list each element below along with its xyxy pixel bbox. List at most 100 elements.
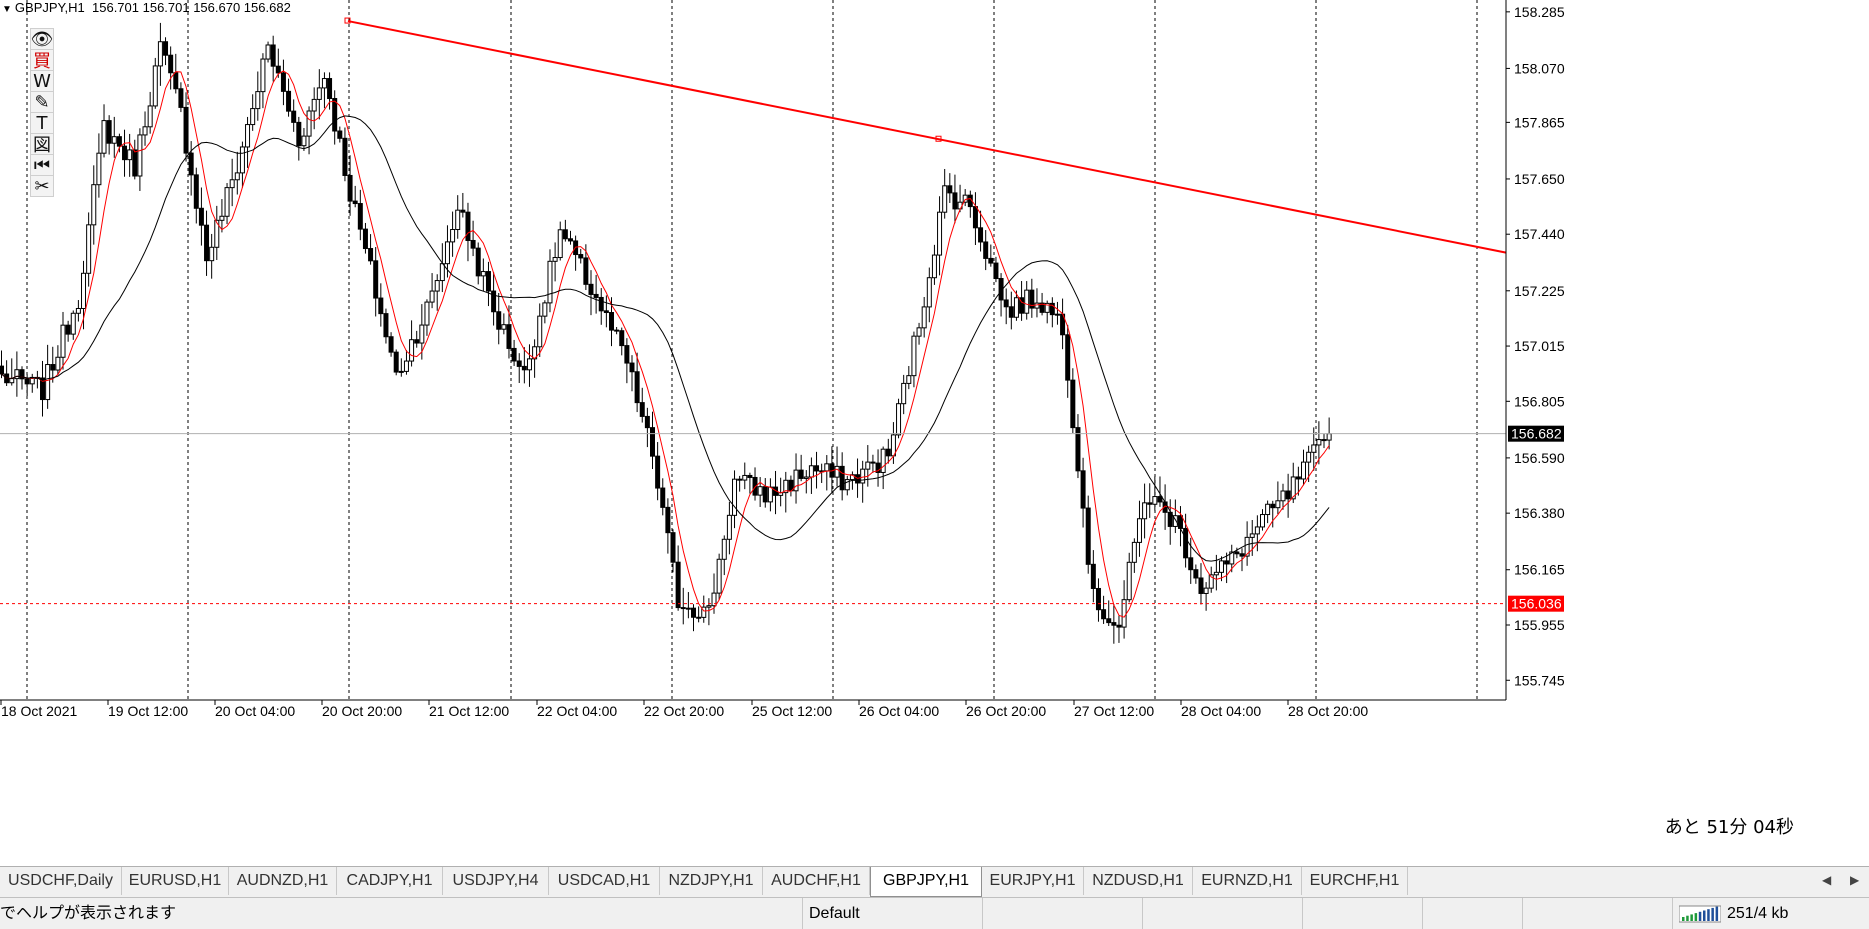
status-empty-3 — [1303, 898, 1423, 929]
candle-body — [24, 378, 30, 385]
candle-body — [0, 365, 4, 375]
candle-body — [803, 476, 809, 479]
candle-body — [19, 369, 25, 380]
candle-body — [1044, 302, 1050, 313]
candle-body — [1080, 470, 1086, 509]
current-price-tag: 156.682 — [1511, 426, 1562, 442]
rewind-icon[interactable]: ⏮ — [30, 154, 54, 176]
candle-body — [988, 257, 994, 264]
candle-body — [81, 272, 87, 309]
bar-countdown: あと 51分 04秒 — [1664, 817, 1794, 838]
candle-body — [844, 479, 850, 491]
candle-body — [557, 229, 563, 259]
candle-body — [383, 313, 389, 338]
candle-body — [1254, 526, 1260, 535]
collapse-triangle-icon[interactable]: ▼ — [2, 4, 12, 15]
x-tick-label: 25 Oct 12:00 — [752, 703, 832, 719]
candle-body — [1039, 302, 1045, 313]
scissors-icon[interactable]: ✂ — [30, 175, 54, 197]
candle-body — [178, 88, 184, 108]
candle-body — [619, 330, 625, 347]
slow-moving-average — [1, 115, 1330, 562]
tab-scroll-left-icon[interactable]: ◀ — [1822, 873, 1832, 887]
status-empty-1 — [983, 898, 1143, 929]
candle-body — [1203, 587, 1209, 594]
candle-body — [993, 262, 999, 280]
tab-scroll-right-icon[interactable]: ▶ — [1850, 873, 1860, 887]
y-tick-label: 157.865 — [1514, 114, 1565, 130]
tab-nzdusd-h1[interactable]: NZDUSD,H1 — [1084, 867, 1193, 895]
tab-usdcad-h1[interactable]: USDCAD,H1 — [549, 867, 660, 895]
candle-body — [260, 58, 266, 93]
tab-audnzd-h1[interactable]: AUDNZD,H1 — [229, 867, 337, 895]
candle-body — [239, 146, 245, 174]
tab-gbpjpy-h1[interactable]: GBPJPY,H1 — [870, 867, 982, 897]
candle-body — [1008, 306, 1014, 318]
candle-body — [1321, 439, 1327, 442]
candle-body — [224, 187, 230, 217]
w-icon[interactable]: W — [30, 70, 54, 92]
tab-audchf-h1[interactable]: AUDCHF,H1 — [763, 867, 870, 895]
candle-body — [14, 369, 20, 380]
tab-usdjpy-h4[interactable]: USDJPY,H4 — [443, 867, 549, 895]
candle-body — [906, 375, 912, 384]
eye-icon[interactable]: 👁 — [30, 28, 54, 50]
candle-body — [962, 194, 968, 203]
candle-body — [1136, 518, 1142, 543]
tab-nzdjpy-h1[interactable]: NZDJPY,H1 — [660, 867, 763, 895]
candle-body — [1188, 557, 1194, 571]
candle-body — [1249, 533, 1255, 538]
candle-body — [767, 486, 773, 503]
candle-body — [101, 120, 107, 154]
candle-body — [419, 324, 425, 344]
candle-body — [737, 478, 743, 481]
candle-body — [634, 371, 640, 404]
candle-body — [506, 324, 512, 349]
symbol-label: GBPJPY,H1 — [14, 0, 85, 15]
candle-body — [834, 465, 840, 478]
y-tick-label: 156.590 — [1514, 450, 1565, 466]
candle-body — [614, 329, 620, 332]
pencil-icon[interactable]: ✎ — [30, 91, 54, 113]
box-kanji-icon[interactable]: 図 — [30, 133, 54, 156]
tab-eurusd-h1[interactable]: EURUSD,H1 — [122, 867, 229, 895]
tab-eurchf-h1[interactable]: EURCHF,H1 — [1302, 867, 1408, 895]
buy-kanji-icon[interactable]: 買 — [30, 49, 54, 72]
trendline — [347, 20, 1507, 254]
candle-body — [880, 448, 886, 473]
candle-body — [593, 293, 599, 298]
candle-body — [275, 65, 281, 74]
candle-body — [86, 224, 92, 274]
candle-body — [347, 174, 353, 202]
candle-body — [501, 324, 507, 330]
candle-body — [265, 44, 271, 60]
candle-body — [147, 105, 153, 128]
candle-body — [675, 561, 681, 609]
x-tick-label: 22 Oct 04:00 — [537, 703, 617, 719]
candle-body — [598, 296, 604, 312]
candle-body — [716, 558, 722, 594]
candle-body — [1311, 444, 1317, 453]
chart-area[interactable]: 158.285 158.070 157.865 157.650 157.440 157.2… — [0, 0, 1869, 866]
connection-status[interactable]: 251/4 kb — [1673, 898, 1869, 929]
candle-body — [163, 41, 169, 56]
candle-body — [1218, 560, 1224, 573]
candle-body — [578, 254, 584, 259]
candle-body — [1234, 551, 1240, 555]
x-tick-label: 26 Oct 20:00 — [966, 703, 1046, 719]
candle-body — [860, 468, 866, 484]
candle-body — [1244, 536, 1250, 557]
text-tool-icon[interactable]: T — [30, 112, 54, 134]
tab-eurnzd-h1[interactable]: EURNZD,H1 — [1193, 867, 1302, 895]
candle-body — [1095, 587, 1101, 611]
candle-body — [706, 605, 712, 608]
signal-bar — [1715, 906, 1719, 921]
candle-body — [1275, 500, 1281, 509]
tab-eurjpy-h1[interactable]: EURJPY,H1 — [982, 867, 1084, 895]
price-chart[interactable]: 158.285 158.070 157.865 157.650 157.440 157.2… — [0, 0, 1869, 866]
tab-usdchf-daily[interactable]: USDCHF,Daily — [0, 867, 122, 895]
tab-cadjpy-h1[interactable]: CADJPY,H1 — [337, 867, 443, 895]
candle-body — [398, 370, 404, 373]
candle-body — [870, 461, 876, 464]
candle-body — [168, 54, 174, 74]
